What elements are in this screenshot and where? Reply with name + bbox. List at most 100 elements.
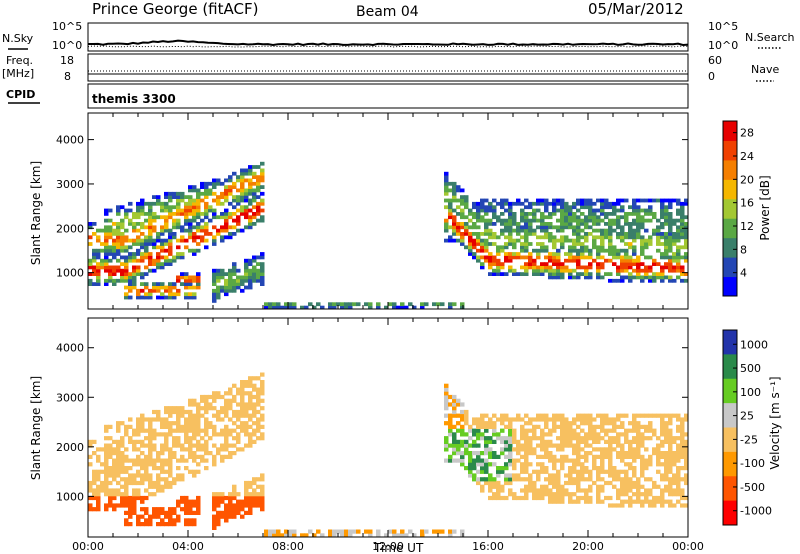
power-cell [260, 208, 265, 213]
velocity-cell [508, 447, 513, 452]
velocity-cell [600, 421, 605, 426]
velocity-cell [244, 484, 249, 489]
velocity-cell [500, 436, 505, 441]
power-cell [240, 212, 245, 216]
velocity-cell [500, 421, 505, 426]
velocity-cell [508, 417, 513, 422]
velocity-cell [592, 447, 597, 452]
power-cell [88, 242, 93, 246]
power-cell [340, 302, 345, 307]
power-cell [144, 265, 149, 270]
velocity-cell [124, 495, 129, 501]
velocity-cell [616, 469, 621, 474]
power-cell [244, 212, 249, 216]
power-cell [120, 218, 125, 223]
velocity-cell [128, 480, 133, 486]
velocity-cell [136, 454, 141, 459]
power-cell [136, 252, 141, 256]
velocity-cell [200, 458, 205, 463]
velocity-cell [560, 432, 565, 437]
velocity-cell [480, 417, 485, 422]
velocity-cell [584, 469, 589, 474]
power-cell [184, 218, 189, 223]
velocity-cell [540, 484, 545, 489]
velocity-cell [684, 495, 689, 501]
power-cell [188, 201, 193, 206]
velocity-cell [208, 406, 213, 411]
velocity-cell [636, 443, 641, 448]
power-cell [460, 198, 465, 203]
velocity-cell [332, 533, 337, 538]
velocity-cell [188, 510, 193, 515]
velocity-cell [148, 424, 153, 429]
velocity-cell [232, 503, 237, 508]
power-cell [588, 262, 593, 266]
power-cell [564, 225, 569, 230]
velocity-cell [672, 480, 677, 486]
velocity-cell [240, 409, 245, 415]
velocity-cell [600, 451, 605, 456]
power-cell [504, 218, 509, 223]
power-cell [232, 212, 237, 216]
velocity-cell [168, 432, 173, 437]
power-cell [616, 235, 621, 240]
velocity-cell [228, 503, 233, 508]
cpid-label: CPID [6, 88, 35, 101]
power-cell [504, 225, 509, 230]
power-cell [132, 225, 137, 230]
velocity-cell [544, 477, 549, 482]
power-cell [512, 255, 517, 260]
power-cell [476, 248, 481, 253]
velocity-cell [184, 432, 189, 437]
velocity-cell [616, 436, 621, 441]
velocity-cell [476, 469, 481, 474]
power-cell [564, 258, 569, 263]
power-cell [620, 232, 625, 236]
power-cell [548, 255, 553, 260]
velocity-cell [476, 477, 481, 482]
velocity-cell [560, 424, 565, 429]
velocity-cell [216, 492, 221, 497]
power-cell [544, 245, 549, 250]
power-cell [160, 242, 165, 246]
velocity-cell [672, 477, 677, 482]
velocity-cell [256, 492, 261, 497]
velocity-cell [160, 462, 165, 467]
power-cell [564, 238, 569, 243]
power-cell [596, 235, 601, 240]
power-cell [104, 245, 109, 250]
power-cell [108, 248, 113, 253]
power-cell [216, 272, 221, 276]
velocity-cell [444, 391, 449, 396]
velocity-cell [540, 417, 545, 422]
velocity-cell [592, 424, 597, 429]
velocity-cell [532, 480, 537, 486]
power-cell [212, 288, 217, 293]
power-cell [484, 245, 489, 250]
velocity-cell [252, 402, 257, 407]
power-cell [460, 188, 465, 193]
power-cell [676, 238, 681, 243]
power-cell [616, 252, 621, 256]
velocity-cell [244, 406, 249, 411]
velocity-cell [464, 447, 469, 452]
power-cell [504, 255, 509, 260]
power-cell [328, 302, 333, 307]
power-cell [244, 208, 249, 213]
power-cell [200, 198, 205, 203]
velocity-cell [492, 454, 497, 459]
velocity-cell [248, 413, 253, 418]
velocity-cell [120, 458, 125, 463]
power-cell [392, 305, 397, 310]
power-cell [196, 275, 201, 280]
power-cell [468, 252, 473, 256]
power-cell [244, 265, 249, 270]
power-cell [244, 205, 249, 210]
velocity-cell [160, 518, 165, 523]
velocity-cell [140, 458, 145, 463]
velocity-cell [248, 484, 253, 489]
power-cell [448, 305, 453, 310]
velocity-cell [160, 466, 165, 471]
power-cell [124, 275, 129, 280]
velocity-cell [224, 402, 229, 407]
